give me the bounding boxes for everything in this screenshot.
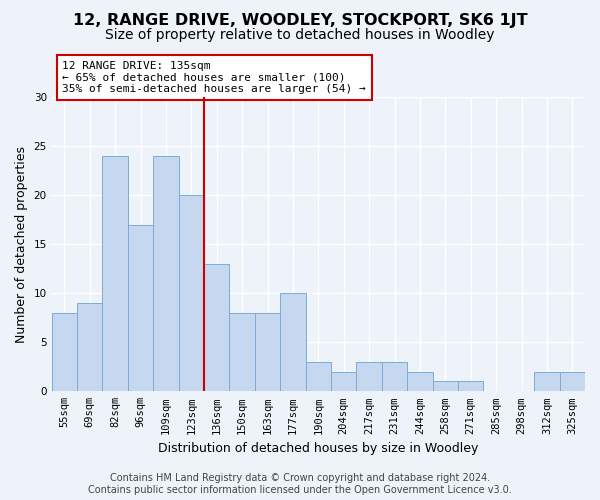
- Bar: [280, 293, 305, 392]
- Bar: [103, 156, 128, 392]
- Bar: [356, 362, 382, 392]
- Bar: [255, 313, 280, 392]
- Bar: [179, 195, 204, 392]
- Text: 12, RANGE DRIVE, WOODLEY, STOCKPORT, SK6 1JT: 12, RANGE DRIVE, WOODLEY, STOCKPORT, SK6…: [73, 12, 527, 28]
- Bar: [534, 372, 560, 392]
- Text: Contains HM Land Registry data © Crown copyright and database right 2024.
Contai: Contains HM Land Registry data © Crown c…: [88, 474, 512, 495]
- Y-axis label: Number of detached properties: Number of detached properties: [15, 146, 28, 342]
- Bar: [382, 362, 407, 392]
- Bar: [305, 362, 331, 392]
- Bar: [52, 313, 77, 392]
- Bar: [560, 372, 585, 392]
- Bar: [229, 313, 255, 392]
- Bar: [77, 303, 103, 392]
- Bar: [331, 372, 356, 392]
- Bar: [128, 224, 153, 392]
- Bar: [458, 382, 484, 392]
- Text: 12 RANGE DRIVE: 135sqm
← 65% of detached houses are smaller (100)
35% of semi-de: 12 RANGE DRIVE: 135sqm ← 65% of detached…: [62, 61, 366, 94]
- Bar: [433, 382, 458, 392]
- Bar: [407, 372, 433, 392]
- Text: Size of property relative to detached houses in Woodley: Size of property relative to detached ho…: [105, 28, 495, 42]
- Bar: [204, 264, 229, 392]
- X-axis label: Distribution of detached houses by size in Woodley: Distribution of detached houses by size …: [158, 442, 479, 455]
- Bar: [153, 156, 179, 392]
